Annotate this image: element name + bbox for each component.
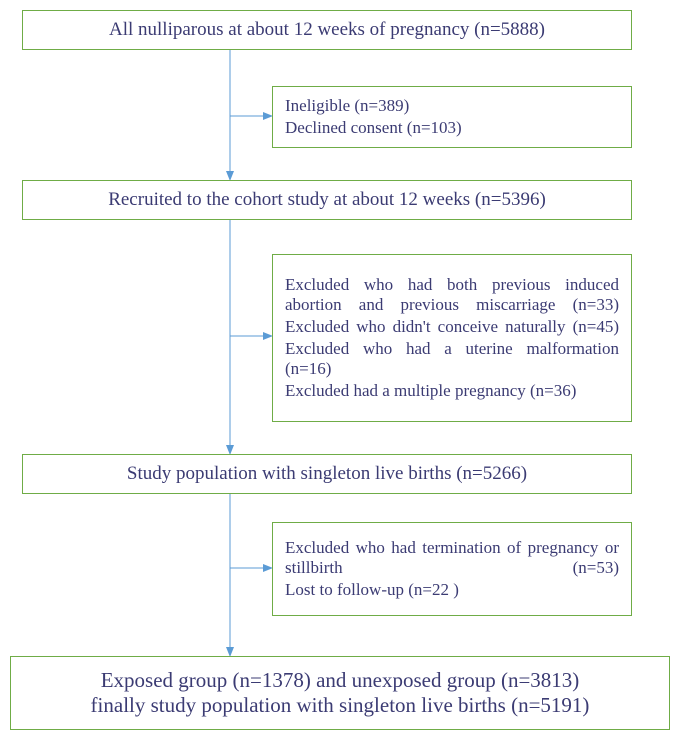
- line: Exposed group (n=1378) and unexposed gro…: [23, 668, 657, 693]
- box-text: Recruited to the cohort study at about 1…: [108, 189, 546, 211]
- line: Excluded had a multiple pregnancy (n=36): [285, 381, 619, 401]
- box-exclusion-termination: Excluded who had termination of pregnanc…: [272, 522, 632, 616]
- box-lines: Excluded who had termination of pregnanc…: [285, 536, 619, 602]
- line: Excluded who had both previous induced a…: [285, 275, 619, 315]
- line: Excluded who didn't conceive naturally (…: [285, 317, 619, 337]
- box-lines: Excluded who had both previous induced a…: [285, 273, 619, 403]
- box-text: Study population with singleton live bir…: [127, 463, 527, 485]
- flowchart-canvas: All nulliparous at about 12 weeks of pre…: [0, 0, 685, 741]
- box-text: All nulliparous at about 12 weeks of pre…: [109, 19, 545, 41]
- line: Ineligible (n=389): [285, 96, 619, 116]
- line: Excluded who had termination of pregnanc…: [285, 538, 619, 578]
- box-exclusion-ineligible: Ineligible (n=389) Declined consent (n=1…: [272, 86, 632, 148]
- box-study-population: Study population with singleton live bir…: [22, 454, 632, 494]
- box-lines: Exposed group (n=1378) and unexposed gro…: [23, 668, 657, 718]
- box-final-population: Exposed group (n=1378) and unexposed gro…: [10, 656, 670, 730]
- line: Excluded who had a uterine malformation …: [285, 339, 619, 379]
- box-all-nulliparous: All nulliparous at about 12 weeks of pre…: [22, 10, 632, 50]
- line: Declined consent (n=103): [285, 118, 619, 138]
- line: Lost to follow-up (n=22 ): [285, 580, 619, 600]
- box-exclusion-criteria: Excluded who had both previous induced a…: [272, 254, 632, 422]
- box-lines: Ineligible (n=389) Declined consent (n=1…: [285, 94, 619, 140]
- line: finally study population with singleton …: [23, 693, 657, 718]
- box-recruited: Recruited to the cohort study at about 1…: [22, 180, 632, 220]
